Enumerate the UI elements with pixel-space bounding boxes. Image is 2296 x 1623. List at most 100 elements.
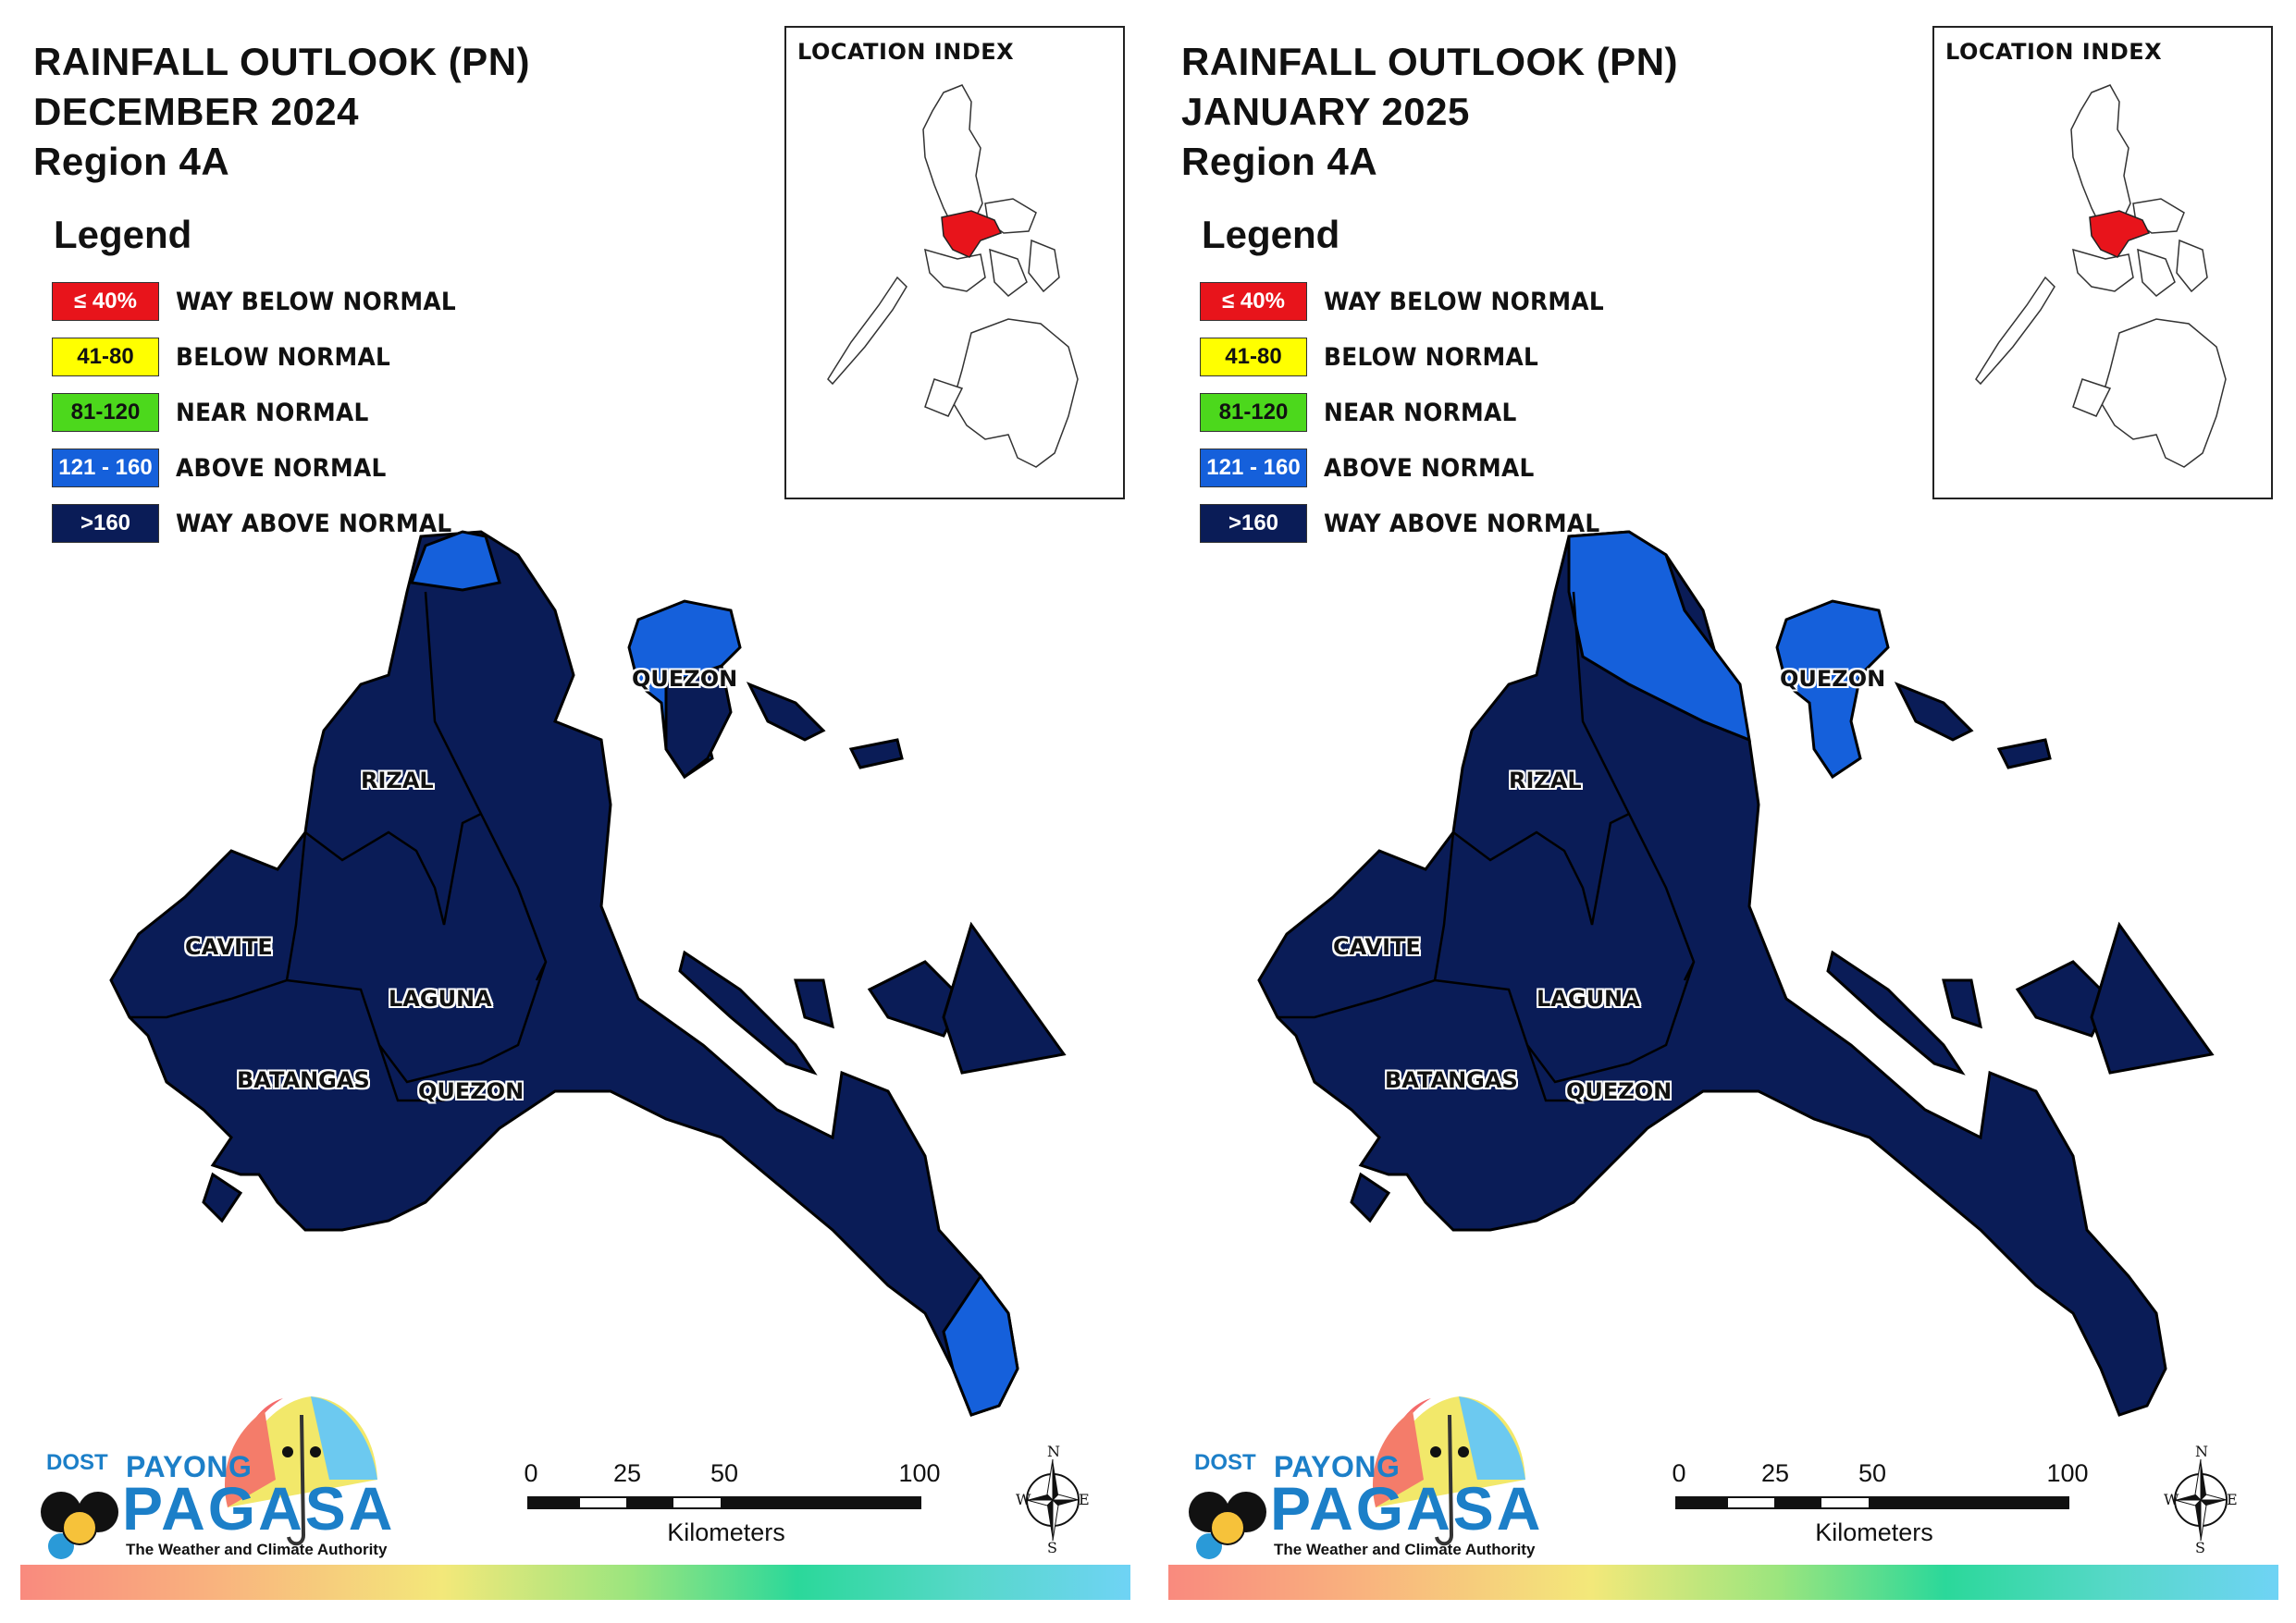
compass-rose-icon [1026,1458,1080,1542]
scale-tick: 25 [1760,1459,1790,1487]
province-label-batangas: BATANGAS [237,1067,370,1093]
province-label-cavite: CAVITE [1333,934,1421,960]
location-index-inset: LOCATION INDEX [1932,26,2273,499]
logo-pagasa-text: PAGASA [1270,1474,1544,1543]
legend-swatch: 121 - 160 [1200,449,1307,487]
north-arrow-compass-icon: N W E S [2164,1443,2238,1557]
scale-bar-graphic [527,1496,921,1509]
province-label-quezon-south: QUEZON [418,1078,525,1104]
north-arrow-compass-icon: N W E S [1016,1443,1090,1557]
logo-pagasa-text: PAGASA [122,1474,396,1543]
title-line-2: JANUARY 2025 [1181,90,1470,133]
legend-row: 41-80 BELOW NORMAL [52,329,480,385]
legend-label: NEAR NORMAL [176,398,369,427]
legend-row: 121 - 160 ABOVE NORMAL [1200,440,1628,496]
scale-unit: Kilometers [1815,1518,1933,1546]
scale-tick: 100 [2046,1459,2089,1487]
small-island [202,1172,243,1223]
small-island [1996,738,2052,769]
mainland-region [1257,530,2167,1417]
region-4a-map [1257,530,2215,1417]
small-island [1942,978,1982,1029]
payong-pagasa-logo: DOST PAYONG PAGASA The Weather and Clima… [1181,1387,1540,1563]
legend-label: WAY ABOVE NORMAL [1324,509,1600,538]
scale-bar: 0 25 50 100 Kilometers [1672,1459,2088,1570]
legend-heading: Legend [1202,213,1340,256]
legend: Legend ≤ 40% WAY BELOW NORMAL 41-80 BELO… [1200,213,1628,551]
inset-title: LOCATION INDEX [1945,39,2163,65]
legend-swatch: 41-80 [52,338,159,376]
scale-unit: Kilometers [667,1518,785,1546]
legend-row: 121 - 160 ABOVE NORMAL [52,440,480,496]
east-peninsula [2090,921,2215,1075]
legend-label: WAY BELOW NORMAL [1324,287,1604,316]
scale-tick: 50 [1858,1459,1887,1487]
mainland-region [109,530,1019,1417]
province-label-batangas: BATANGAS [1385,1067,1518,1093]
island-above-normal [1775,599,1890,780]
compass-s: S [2195,1539,2205,1556]
footer-gradient-bar [20,1565,1130,1600]
legend-row: 81-120 NEAR NORMAL [52,385,480,440]
philippines-outline-map [1975,84,2227,468]
scale-tick: 0 [524,1459,538,1487]
legend-label: WAY ABOVE NORMAL [176,509,452,538]
umbrella-icon [1189,1396,1525,1559]
legend-row: >160 WAY ABOVE NORMAL [52,496,480,551]
title-line-1: RAINFALL OUTLOOK (PN) [33,40,531,83]
region-4a-highlight [941,210,1003,258]
title-line-1: RAINFALL OUTLOOK (PN) [1181,40,1679,83]
province-boundaries [1278,591,1696,1102]
small-island [678,950,818,1076]
scale-tick: 100 [898,1459,941,1487]
province-label-laguna: LAGUNA [1537,986,1640,1012]
title-line-3: Region 4A [1181,140,1378,183]
title-line-3: Region 4A [33,140,230,183]
province-label-cavite: CAVITE [185,934,273,960]
legend-row: >160 WAY ABOVE NORMAL [1200,496,1628,551]
legend-label: ABOVE NORMAL [1324,453,1535,483]
legend-swatch: 41-80 [1200,338,1307,376]
legend: Legend ≤ 40% WAY BELOW NORMAL 41-80 BELO… [52,213,480,551]
legend-swatch: 81-120 [1200,393,1307,432]
legend-label: ABOVE NORMAL [176,453,387,483]
title-line-2: DECEMBER 2024 [33,90,359,133]
legend-label: NEAR NORMAL [1324,398,1517,427]
province-label-rizal: RIZAL [361,768,434,793]
map-title: RAINFALL OUTLOOK (PN) JANUARY 2025 Regio… [1181,37,1678,187]
province-label-quezon-north: QUEZON [632,666,738,692]
scale-bar-graphic [1675,1496,2069,1509]
small-island [848,738,904,769]
logo-tagline: The Weather and Climate Authority [1274,1541,1536,1558]
legend-label: BELOW NORMAL [1324,342,1539,372]
scale-tick: 25 [612,1459,642,1487]
map-title: RAINFALL OUTLOOK (PN) DECEMBER 2024 Regi… [33,37,530,187]
small-island [794,978,834,1029]
legend-label: WAY BELOW NORMAL [176,287,456,316]
scale-tick: 0 [1672,1459,1686,1487]
location-index-inset: LOCATION INDEX [784,26,1125,499]
compass-e: E [1079,1491,1090,1508]
footer-gradient-bar [1168,1565,2278,1600]
compass-s: S [1047,1539,1057,1556]
legend-row: ≤ 40% WAY BELOW NORMAL [1200,274,1628,329]
region-4a-map [109,530,1067,1417]
compass-rose-icon [2174,1458,2228,1542]
legend-swatch: ≤ 40% [52,282,159,321]
payong-pagasa-logo: DOST PAYONG PAGASA The Weather and Clima… [33,1387,392,1563]
inset-title: LOCATION INDEX [797,39,1015,65]
philippines-outline-map [827,84,1079,468]
legend-swatch: ≤ 40% [1200,282,1307,321]
logo-dost-text: DOST [46,1450,108,1475]
legend-swatch: >160 [1200,504,1307,543]
province-label-rizal: RIZAL [1509,768,1582,793]
province-label-quezon-south: QUEZON [1566,1078,1673,1104]
compass-n: N [2195,1443,2208,1460]
logo-tagline: The Weather and Climate Authority [126,1541,388,1558]
small-island [1894,682,1974,742]
legend-label: BELOW NORMAL [176,342,391,372]
legend-row: ≤ 40% WAY BELOW NORMAL [52,274,480,329]
legend-swatch: 121 - 160 [52,449,159,487]
north-tip-above-normal [409,530,501,592]
compass-n: N [1047,1443,1060,1460]
